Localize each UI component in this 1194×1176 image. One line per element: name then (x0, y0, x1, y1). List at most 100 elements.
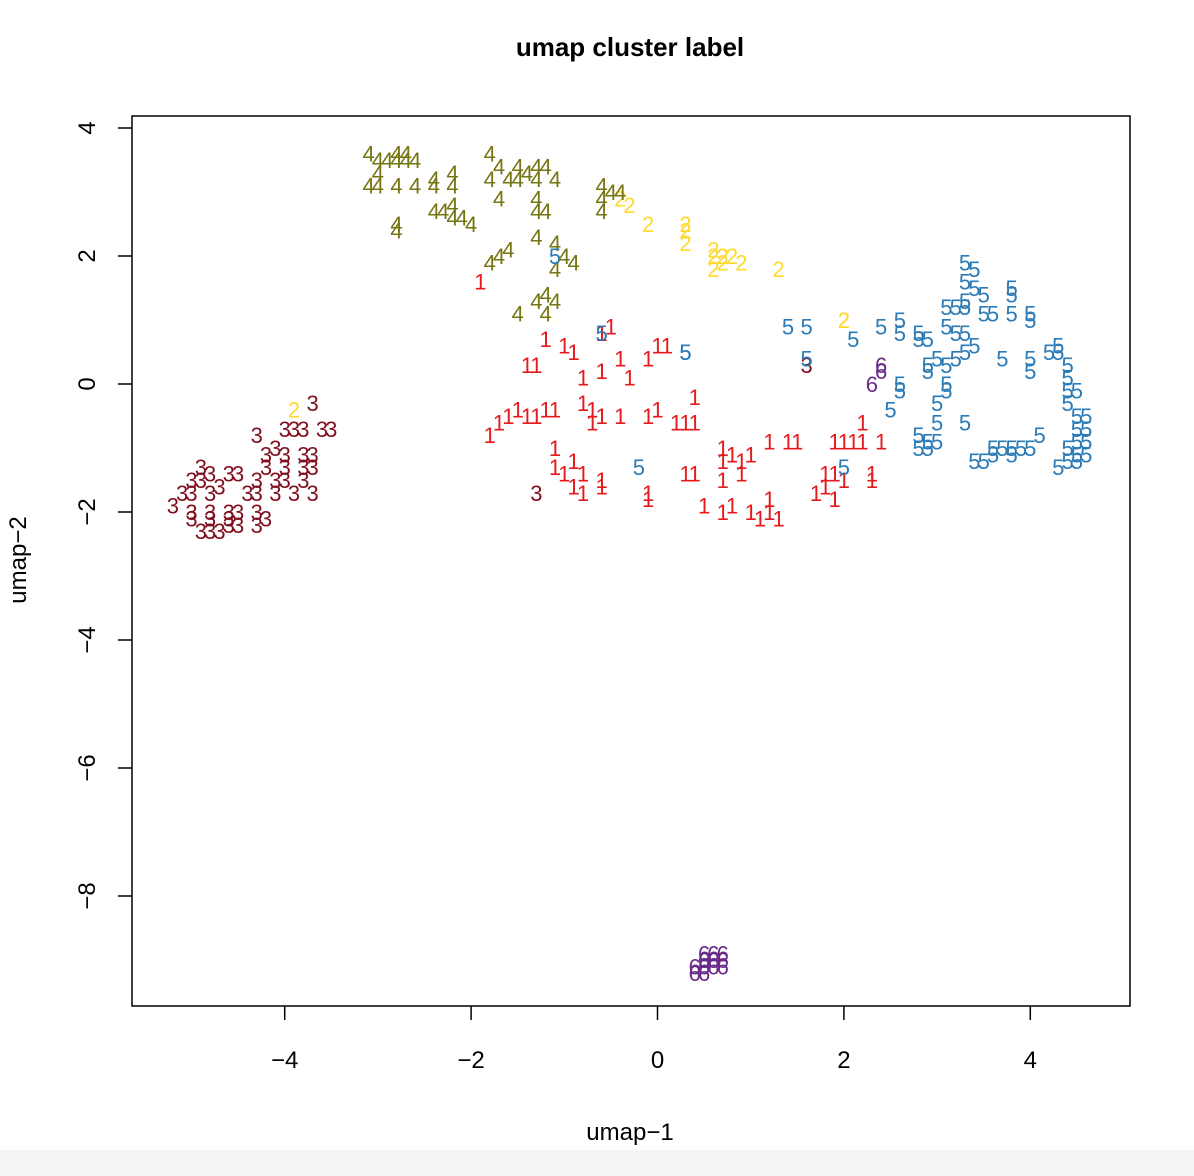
data-point: 4 (521, 161, 533, 186)
data-point: 4 (595, 199, 607, 224)
data-point: 1 (810, 481, 822, 506)
data-point: 2 (838, 308, 850, 333)
data-point: 1 (540, 398, 552, 423)
y-tick-label: 0 (74, 377, 101, 390)
data-point: 2 (614, 186, 626, 211)
data-point: 5 (1080, 442, 1092, 467)
data-point: 2 (717, 244, 729, 269)
data-point: 2 (707, 257, 719, 282)
data-point: 5 (1006, 442, 1018, 467)
data-point: 6 (707, 948, 719, 973)
data-point: 3 (204, 481, 216, 506)
data-point: 5 (1052, 334, 1064, 359)
data-point: 5 (1024, 359, 1036, 384)
data-point: 4 (390, 142, 402, 167)
data-point: 4 (409, 148, 421, 173)
x-axis-label: umap−1 (586, 1119, 673, 1146)
data-point: 4 (362, 174, 374, 199)
data-point: 4 (390, 212, 402, 237)
data-point: 5 (800, 346, 812, 371)
data-point: 5 (968, 334, 980, 359)
data-point: 3 (204, 506, 216, 531)
data-point: 5 (1080, 430, 1092, 455)
data-point: 5 (987, 302, 999, 327)
data-point: 3 (269, 468, 281, 493)
data-point: 4 (493, 186, 505, 211)
data-point: 6 (717, 948, 729, 973)
data-point: 1 (577, 462, 589, 487)
data-point: 1 (595, 321, 607, 346)
data-point: 4 (362, 142, 374, 167)
data-point: 6 (707, 948, 719, 973)
data-point: 1 (474, 270, 486, 295)
data-point: 1 (847, 430, 859, 455)
data-point: 1 (586, 410, 598, 435)
data-point: 3 (800, 353, 812, 378)
data-point: 1 (642, 346, 654, 371)
data-point: 6 (875, 353, 887, 378)
data-point: 3 (260, 506, 272, 531)
data-point: 3 (223, 500, 235, 525)
data-point: 5 (838, 455, 850, 480)
data-point: 4 (549, 231, 561, 256)
data-point: 4 (595, 174, 607, 199)
data-point: 1 (689, 385, 701, 410)
data-point: 5 (1033, 423, 1045, 448)
data-point: 1 (856, 430, 868, 455)
data-point: 4 (372, 161, 384, 186)
data-point: 5 (1052, 340, 1064, 365)
data-point: 3 (297, 455, 309, 480)
x-axis: −4 −2 0 2 4 (271, 1006, 1037, 1074)
x-tick-label: −2 (457, 1047, 484, 1074)
x-tick-label: −4 (271, 1047, 298, 1074)
data-point: 1 (558, 462, 570, 487)
data-point: 1 (866, 462, 878, 487)
data-point: 1 (819, 462, 831, 487)
data-point: 1 (819, 474, 831, 499)
data-point: 1 (549, 455, 561, 480)
data-point: 5 (922, 430, 934, 455)
data-point: 5 (950, 321, 962, 346)
data-point: 3 (167, 494, 179, 519)
data-point: 5 (978, 302, 990, 327)
data-point: 4 (530, 225, 542, 250)
data-point: 5 (931, 410, 943, 435)
y-tick-label: 2 (74, 249, 101, 262)
data-point: 6 (689, 961, 701, 986)
y-axis: −8 −6 −4 −2 0 2 4 (74, 121, 132, 910)
data-point: 3 (185, 468, 197, 493)
data-point: 4 (456, 206, 468, 231)
data-point: 3 (213, 519, 225, 544)
data-point: 5 (940, 353, 952, 378)
data-point: 1 (549, 436, 561, 461)
data-point: 5 (595, 321, 607, 346)
x-tick-label: 4 (1024, 1047, 1037, 1074)
data-point: 1 (866, 468, 878, 493)
data-point: 1 (558, 334, 570, 359)
data-point: 5 (847, 327, 859, 352)
data-point: 1 (773, 506, 785, 531)
data-point: 6 (717, 942, 729, 967)
data-point: 4 (428, 199, 440, 224)
data-point: 3 (325, 417, 337, 442)
data-point: 5 (940, 372, 952, 397)
data-point: 4 (484, 250, 496, 275)
data-point: 1 (521, 404, 533, 429)
data-point: 4 (530, 167, 542, 192)
data-point: 5 (912, 327, 924, 352)
data-point: 5 (912, 423, 924, 448)
data-point: 5 (931, 430, 943, 455)
data-point: 4 (502, 167, 514, 192)
data-point: 5 (1080, 417, 1092, 442)
data-point: 1 (595, 359, 607, 384)
data-point: 4 (372, 148, 384, 173)
data-point: 6 (698, 954, 710, 979)
data-point: 5 (1071, 449, 1083, 474)
data-point: 1 (745, 442, 757, 467)
data-point: 3 (223, 506, 235, 531)
y-tick-label: −2 (74, 498, 101, 525)
data-point: 3 (195, 468, 207, 493)
data-point: 5 (894, 372, 906, 397)
data-point: 1 (679, 410, 691, 435)
